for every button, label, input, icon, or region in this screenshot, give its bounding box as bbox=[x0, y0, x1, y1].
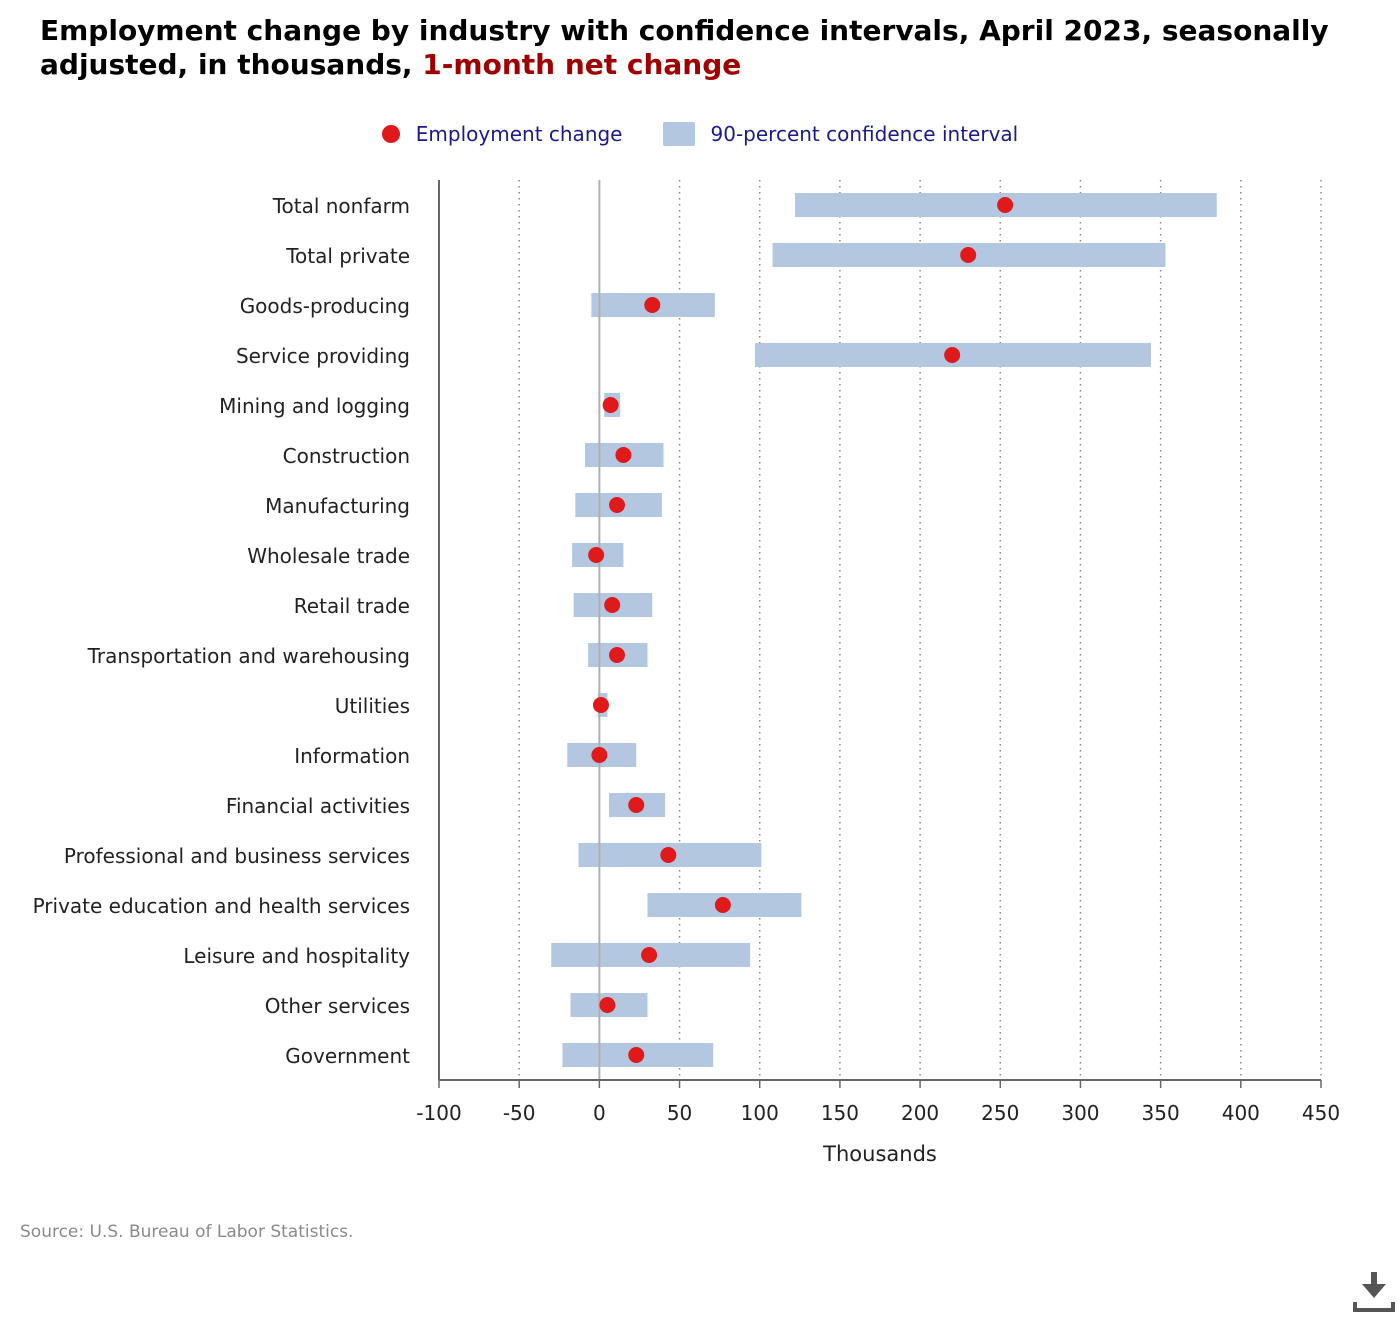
x-tick-label: 350 bbox=[1142, 1101, 1180, 1125]
category-label: Wholesale trade bbox=[247, 544, 410, 568]
employment-change-point bbox=[628, 1047, 645, 1063]
employment-change-point bbox=[960, 247, 977, 263]
employment-change-point bbox=[660, 847, 677, 863]
source-note: Source: U.S. Bureau of Labor Statistics. bbox=[20, 1222, 354, 1242]
x-axis-title: Thousands bbox=[822, 1142, 937, 1166]
category-label: Information bbox=[294, 744, 410, 768]
employment-change-point bbox=[997, 197, 1014, 213]
legend-dot-marker bbox=[381, 125, 400, 143]
employment-change-point bbox=[609, 497, 626, 513]
employment-change-point bbox=[604, 597, 621, 613]
x-tick-label: 50 bbox=[667, 1101, 692, 1125]
x-tick-label: 300 bbox=[1061, 1101, 1099, 1125]
legend-label-confidence-interval: 90-percent confidence interval bbox=[710, 122, 1019, 146]
employment-change-point bbox=[591, 747, 608, 763]
x-tick-label: -100 bbox=[416, 1101, 461, 1125]
x-tick-label: 250 bbox=[981, 1101, 1019, 1125]
employment-change-point bbox=[628, 797, 645, 813]
employment-change-point bbox=[714, 897, 731, 913]
legend-box-marker bbox=[662, 122, 695, 146]
employment-change-point bbox=[602, 397, 619, 413]
legend-item-confidence-interval[interactable]: 90-percent confidence interval bbox=[662, 122, 1019, 146]
category-label: Retail trade bbox=[294, 594, 410, 618]
employment-change-point bbox=[592, 697, 609, 713]
legend-label-employment-change: Employment change bbox=[415, 122, 623, 146]
employment-change-point bbox=[944, 347, 961, 363]
category-label: Total private bbox=[285, 244, 410, 268]
category-label: Leisure and hospitality bbox=[183, 944, 410, 968]
category-label: Professional and business services bbox=[64, 844, 410, 868]
category-label: Mining and logging bbox=[219, 394, 410, 418]
employment-change-point bbox=[599, 997, 616, 1013]
employment-change-point bbox=[588, 547, 605, 563]
category-label: Goods-producing bbox=[240, 294, 410, 318]
chart-title-main: Employment change by industry with confi… bbox=[40, 14, 1329, 81]
employment-change-point bbox=[615, 447, 632, 463]
category-label: Total nonfarm bbox=[272, 194, 410, 218]
chart-plot: -100 -50 0 50 100 150 200 250 300 350 400 450 Thousa… bbox=[33, 180, 1340, 1166]
x-tick-label: -50 bbox=[503, 1101, 536, 1125]
chart-legend: Employment change 90-percent confidence … bbox=[0, 118, 1400, 150]
x-tick-label: 400 bbox=[1222, 1101, 1260, 1125]
legend-item-employment-change[interactable]: Employment change bbox=[381, 122, 623, 146]
employment-change-point bbox=[644, 297, 661, 313]
chart-title: Employment change by industry with confi… bbox=[40, 14, 1360, 82]
employment-change-point bbox=[609, 647, 626, 663]
category-label: Service providing bbox=[236, 344, 410, 368]
category-label: Government bbox=[285, 1044, 410, 1068]
chart-title-highlight: 1-month net change bbox=[422, 48, 742, 81]
category-label: Private education and health services bbox=[33, 894, 410, 918]
x-tick-label: 200 bbox=[901, 1101, 939, 1125]
category-label: Other services bbox=[265, 994, 410, 1018]
category-label: Construction bbox=[283, 444, 410, 468]
employment-change-point bbox=[641, 947, 658, 963]
x-tick-label: 150 bbox=[821, 1101, 859, 1125]
category-label: Utilities bbox=[335, 694, 410, 718]
x-tick-label: 0 bbox=[593, 1101, 606, 1125]
category-label: Manufacturing bbox=[265, 494, 410, 518]
category-label: Financial activities bbox=[226, 794, 410, 818]
download-icon bbox=[1353, 1272, 1395, 1312]
x-tick-label: 450 bbox=[1302, 1101, 1340, 1125]
x-tick-label: 100 bbox=[741, 1101, 779, 1125]
category-label: Transportation and warehousing bbox=[87, 644, 410, 668]
download-button[interactable] bbox=[1352, 1270, 1396, 1314]
